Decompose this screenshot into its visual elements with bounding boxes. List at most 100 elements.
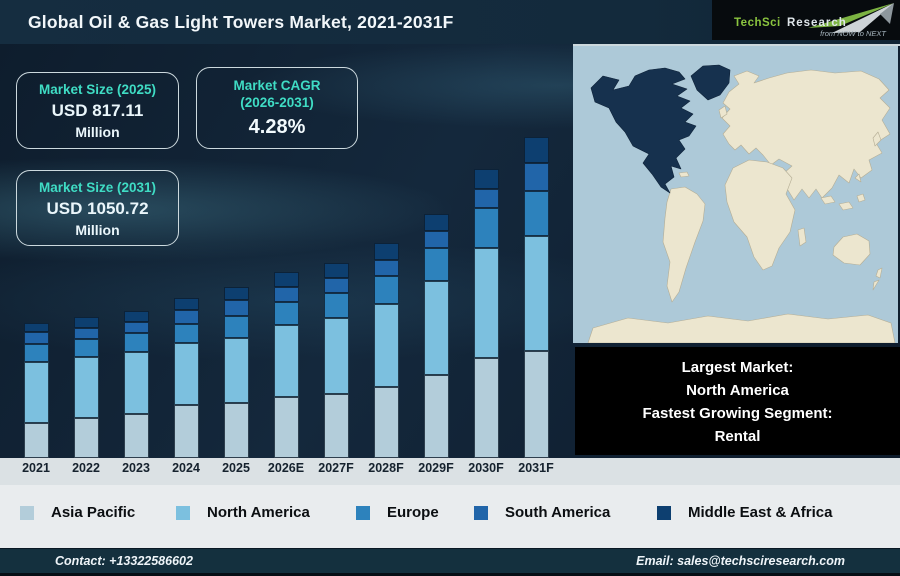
bar-segment-asia-pacific — [174, 405, 199, 458]
callout-line-1: Largest Market: — [681, 359, 794, 376]
legend-item-middle-east-africa: Middle East & Africa — [657, 504, 832, 521]
stat-box-market-size-2031: Market Size (2031) USD 1050.72 Million — [16, 170, 179, 246]
x-axis-label-2029f: 2029F — [418, 461, 454, 475]
bar-segment-middle-east-africa — [174, 298, 199, 310]
stat-label-line2: (2026-2031) — [240, 95, 314, 110]
x-axis-label-2025: 2025 — [222, 461, 250, 475]
bar-segment-north-america — [124, 352, 149, 414]
legend-swatch-middle-east-africa — [657, 505, 671, 520]
map-australia — [832, 233, 871, 266]
legend-item-europe: Europe — [356, 504, 439, 521]
stat-value: USD 1050.72 — [46, 198, 149, 218]
bar-segment-asia-pacific — [324, 394, 349, 458]
x-axis-label-2022: 2022 — [72, 461, 100, 475]
stat-unit: Million — [75, 221, 120, 238]
stat-value: 4.28% — [248, 116, 306, 138]
bar-segment-asia-pacific — [224, 403, 249, 458]
logo-arrow-icon — [808, 3, 894, 33]
page-title: Global Oil & Gas Light Towers Market, 20… — [28, 12, 454, 32]
x-axis-label-2024: 2024 — [172, 461, 200, 475]
logo-tagline: from NOW to NEXT — [820, 29, 886, 38]
bar-segment-middle-east-africa — [24, 323, 49, 332]
bar-segment-europe — [74, 339, 99, 357]
bar-2030f — [474, 169, 499, 458]
stat-value: USD 817.11 — [51, 101, 144, 120]
bar-segment-south-america — [374, 260, 399, 276]
legend-swatch-north-america — [176, 505, 190, 520]
legend-swatch-south-america — [474, 505, 488, 520]
bar-segment-north-america — [274, 325, 299, 397]
bar-segment-europe — [174, 324, 199, 343]
bar-2024 — [174, 298, 199, 458]
logo-brand-part1: TechSci — [734, 17, 781, 29]
stat-label: Market Size (2025) — [38, 82, 157, 97]
bar-segment-asia-pacific — [524, 351, 549, 458]
bar-segment-north-america — [224, 338, 249, 403]
bar-2029f — [424, 214, 449, 458]
bar-segment-europe — [124, 333, 149, 352]
bar-segment-north-america — [374, 304, 399, 387]
bar-2021 — [24, 323, 49, 458]
stat-label: Market Size (2031) — [38, 179, 157, 195]
bar-segment-asia-pacific — [124, 414, 149, 458]
x-axis-label-2027f: 2027F — [318, 461, 354, 475]
map-greenland-highlight — [690, 64, 731, 101]
bar-segment-middle-east-africa — [224, 287, 249, 300]
bar-segment-asia-pacific — [474, 358, 499, 458]
bar-2027f — [324, 263, 349, 458]
bar-segment-north-america — [524, 236, 549, 351]
map-madagascar — [797, 227, 807, 247]
bar-segment-north-america — [74, 357, 99, 418]
legend-swatch-europe — [356, 505, 370, 520]
bar-segment-north-america — [174, 343, 199, 405]
bar-segment-south-america — [124, 322, 149, 333]
map-north-america-highlight — [590, 67, 697, 194]
bar-segment-asia-pacific — [24, 423, 49, 458]
bar-segment-middle-east-africa — [274, 272, 299, 287]
bar-segment-south-america — [224, 300, 249, 316]
bar-segment-asia-pacific — [274, 397, 299, 458]
footer-bar: Contact: +13322586602 Email: sales@techs… — [0, 548, 900, 576]
bar-segment-europe — [324, 293, 349, 318]
map-caribbean — [678, 171, 690, 178]
bar-segment-north-america — [474, 248, 499, 358]
legend-label: Asia Pacific — [51, 504, 136, 521]
map-africa — [724, 159, 796, 271]
bar-segment-north-america — [424, 281, 449, 375]
bar-segment-asia-pacific — [74, 418, 99, 458]
bar-2025 — [224, 287, 249, 458]
bar-segment-middle-east-africa — [124, 311, 149, 322]
map-uk — [718, 105, 728, 119]
bar-segment-middle-east-africa — [474, 169, 499, 189]
legend-item-south-america: South America — [474, 504, 610, 521]
bar-segment-europe — [374, 276, 399, 304]
bar-segment-europe — [274, 302, 299, 325]
bar-segment-north-america — [24, 362, 49, 423]
header-bar: Global Oil & Gas Light Towers Market, 20… — [0, 0, 900, 44]
world-map — [573, 44, 900, 344]
world-map-svg — [573, 46, 898, 344]
stat-box-market-cagr: Market CAGR (2026-2031) 4.28% — [196, 67, 358, 149]
x-axis-label-2023: 2023 — [122, 461, 150, 475]
logo-brand-part2: Research — [786, 17, 847, 29]
bar-segment-middle-east-africa — [524, 137, 549, 163]
map-eurasia — [721, 69, 891, 201]
callout-line-3: Fastest Growing Segment: — [642, 405, 833, 422]
bar-segment-south-america — [474, 189, 499, 208]
bar-segment-middle-east-africa — [324, 263, 349, 278]
bar-segment-south-america — [324, 278, 349, 293]
legend-item-asia-pacific: Asia Pacific — [20, 504, 135, 521]
callout-line-4: Rental — [714, 428, 761, 445]
bar-2026e — [274, 272, 299, 458]
bar-segment-middle-east-africa — [74, 317, 99, 328]
callout-box: Largest Market: North America Fastest Gr… — [575, 347, 900, 455]
bar-2023 — [124, 311, 149, 458]
bar-segment-asia-pacific — [374, 387, 399, 458]
bar-2022 — [74, 317, 99, 458]
stat-unit: Million — [75, 124, 120, 140]
legend-item-north-america: North America — [176, 504, 310, 521]
bar-segment-south-america — [274, 287, 299, 302]
bar-2028f — [374, 243, 399, 458]
x-axis-label-2028f: 2028F — [368, 461, 404, 475]
